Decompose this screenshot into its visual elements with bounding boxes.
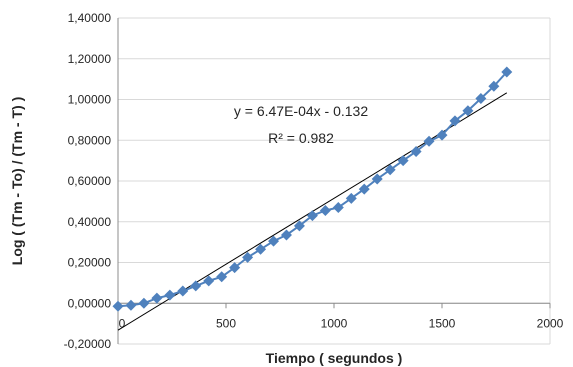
data-points xyxy=(112,66,513,312)
data-point xyxy=(371,173,383,185)
data-point xyxy=(216,271,228,283)
data-point xyxy=(436,129,448,141)
y-tick-label: 0,00000 xyxy=(68,296,112,310)
data-point xyxy=(268,235,280,247)
data-point xyxy=(203,275,215,287)
r-squared-label: R² = 0.982 xyxy=(268,130,334,146)
data-point xyxy=(190,280,202,292)
y-tick-labels: -0,20000 0,00000 0,20000 0,40000 0,60000 0,80… xyxy=(64,11,112,351)
y-tick-label: 0,40000 xyxy=(68,215,112,229)
data-point xyxy=(358,183,370,195)
data-point xyxy=(112,300,124,312)
data-point xyxy=(462,105,474,117)
data-point xyxy=(423,135,435,147)
data-point xyxy=(475,92,487,104)
data-point xyxy=(410,145,422,157)
y-axis-title: Log ( (Tm - To) / (Tm - T) ) xyxy=(9,97,25,265)
data-point xyxy=(319,205,331,217)
data-point xyxy=(332,201,344,213)
y-tick-label: 1,20000 xyxy=(68,52,112,66)
x-tick-label: 500 xyxy=(216,316,236,330)
x-tick-labels: 0 500 1000 1500 2000 xyxy=(119,316,564,330)
data-point xyxy=(345,192,357,204)
y-tick-label: 0,20000 xyxy=(68,256,112,270)
data-point xyxy=(488,80,500,92)
data-point xyxy=(501,66,513,78)
y-tick-label: 0,80000 xyxy=(68,133,112,147)
data-point xyxy=(384,164,396,176)
data-point xyxy=(293,220,305,232)
data-point xyxy=(397,155,409,167)
data-point xyxy=(255,243,267,255)
y-tick-label: 1,00000 xyxy=(68,93,112,107)
data-point xyxy=(242,251,254,263)
data-point xyxy=(164,289,176,301)
x-tick-label: 1500 xyxy=(429,316,456,330)
data-point xyxy=(138,297,150,309)
data-point xyxy=(306,210,318,222)
x-tick-label: 1000 xyxy=(321,316,348,330)
data-point xyxy=(229,262,241,274)
x-tick-label: 0 xyxy=(119,316,126,330)
trendline-equation: y = 6.47E-04x - 0.132 xyxy=(234,103,368,119)
y-tick-label: 0,60000 xyxy=(68,174,112,188)
y-tick-label: 1,40000 xyxy=(68,11,112,25)
data-point xyxy=(449,115,461,127)
data-point xyxy=(125,299,137,311)
x-axis-title: Tiempo ( segundos ) xyxy=(266,350,403,366)
data-point xyxy=(151,292,163,304)
x-tick-label: 2000 xyxy=(537,316,564,330)
data-point xyxy=(280,229,292,241)
y-tick-label: -0,20000 xyxy=(64,337,112,351)
data-point xyxy=(177,285,189,297)
